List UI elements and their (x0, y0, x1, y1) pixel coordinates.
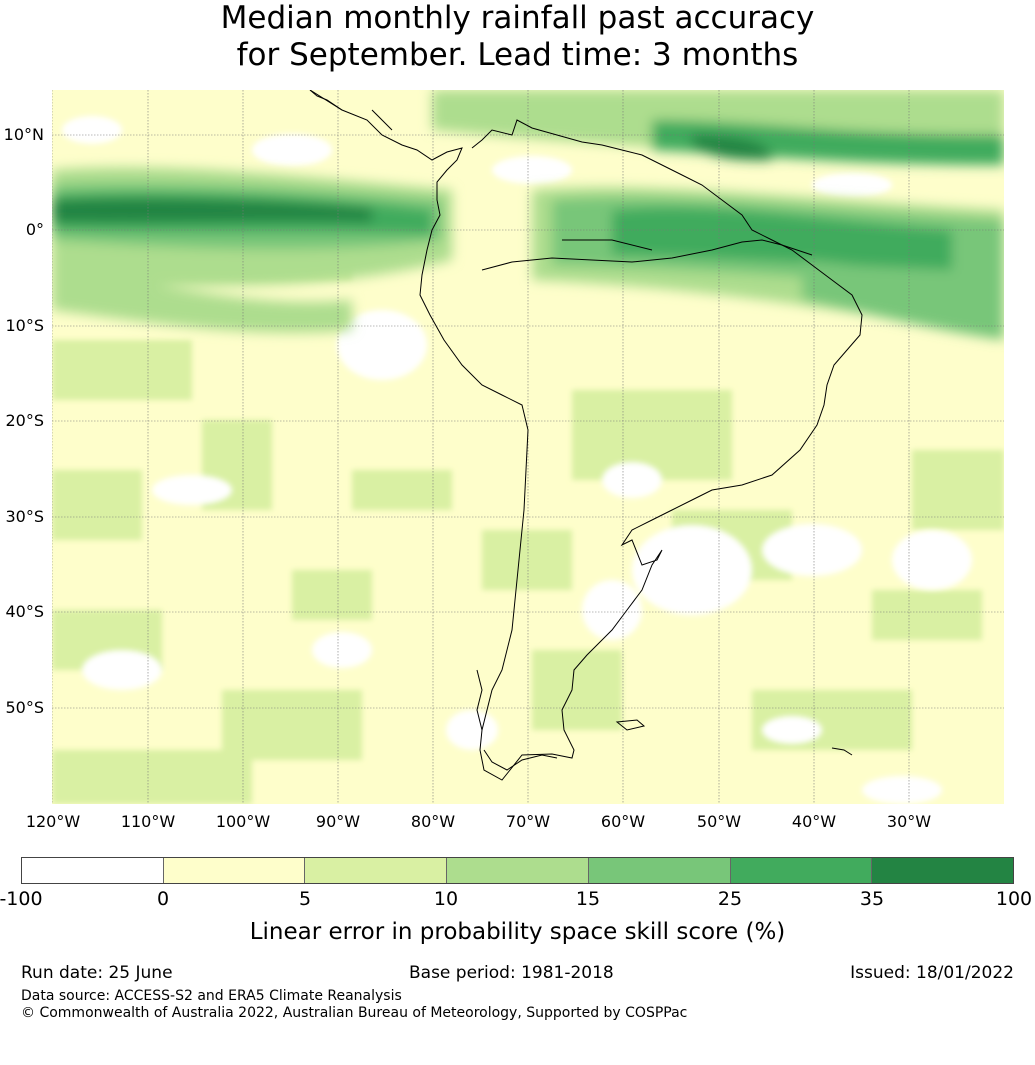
lon-label-80w: 80°W (410, 812, 456, 831)
copyright: © Commonwealth of Australia 2022, Austra… (21, 1005, 688, 1021)
lat-label-10n: 10°N (3, 125, 44, 144)
colorbar-tick: 35 (859, 888, 885, 910)
lon-label-30w: 30°W (886, 812, 932, 831)
colorbar-tick: -100 (0, 888, 43, 910)
lon-label-110w: 110°W (120, 812, 176, 831)
colorbar-segment (305, 858, 448, 883)
lat-label-30s: 30°S (5, 507, 44, 526)
colorbar-tick: 0 (156, 888, 170, 910)
lon-label-50w: 50°W (696, 812, 742, 831)
colorbar-tick: 100 (995, 888, 1033, 910)
lat-label-40s: 40°S (5, 602, 44, 621)
map-canvas (52, 90, 1004, 804)
base-period: Base period: 1981-2018 (409, 963, 614, 983)
title-line-1: Median monthly rainfall past accuracy (220, 0, 815, 36)
colorbar-tick: 15 (575, 888, 601, 910)
graticule (52, 90, 1004, 804)
equatorial-skill-band (52, 90, 1004, 340)
lat-label-0: 0° (25, 220, 44, 239)
lon-label-100w: 100°W (215, 812, 271, 831)
lon-label-60w: 60°W (600, 812, 646, 831)
map-title: Median monthly rainfall past accuracy fo… (0, 0, 1035, 74)
lat-label-10s: 10°S (5, 316, 44, 335)
lon-label-120w: 120°W (25, 812, 81, 831)
run-date: Run date: 25 June (21, 963, 173, 983)
colorbar-segment (730, 858, 873, 883)
lat-label-20s: 20°S (5, 411, 44, 430)
colorbar-tick: 5 (298, 888, 312, 910)
skill-score-map (52, 90, 1004, 804)
lon-label-90w: 90°W (315, 812, 361, 831)
colorbar-tick: 10 (433, 888, 459, 910)
lat-label-50s: 50°S (5, 698, 44, 717)
data-source: Data source: ACCESS-S2 and ERA5 Climate … (21, 988, 402, 1004)
negative-skill-areas (62, 116, 972, 804)
issued-date: Issued: 18/01/2022 (850, 963, 1014, 983)
colorbar-segment (588, 858, 731, 883)
colorbar (21, 857, 1014, 884)
colorbar-tick: 25 (717, 888, 743, 910)
colorbar-segment (22, 858, 164, 883)
colorbar-segment (447, 858, 589, 883)
colorbar-segment (872, 858, 1014, 883)
colorbar-label: Linear error in probability space skill … (249, 919, 786, 945)
coastline (309, 90, 863, 781)
title-line-2: for September. Lead time: 3 months (236, 37, 799, 73)
colorbar-segment (163, 858, 306, 883)
lon-label-40w: 40°W (791, 812, 837, 831)
lon-label-70w: 70°W (505, 812, 551, 831)
